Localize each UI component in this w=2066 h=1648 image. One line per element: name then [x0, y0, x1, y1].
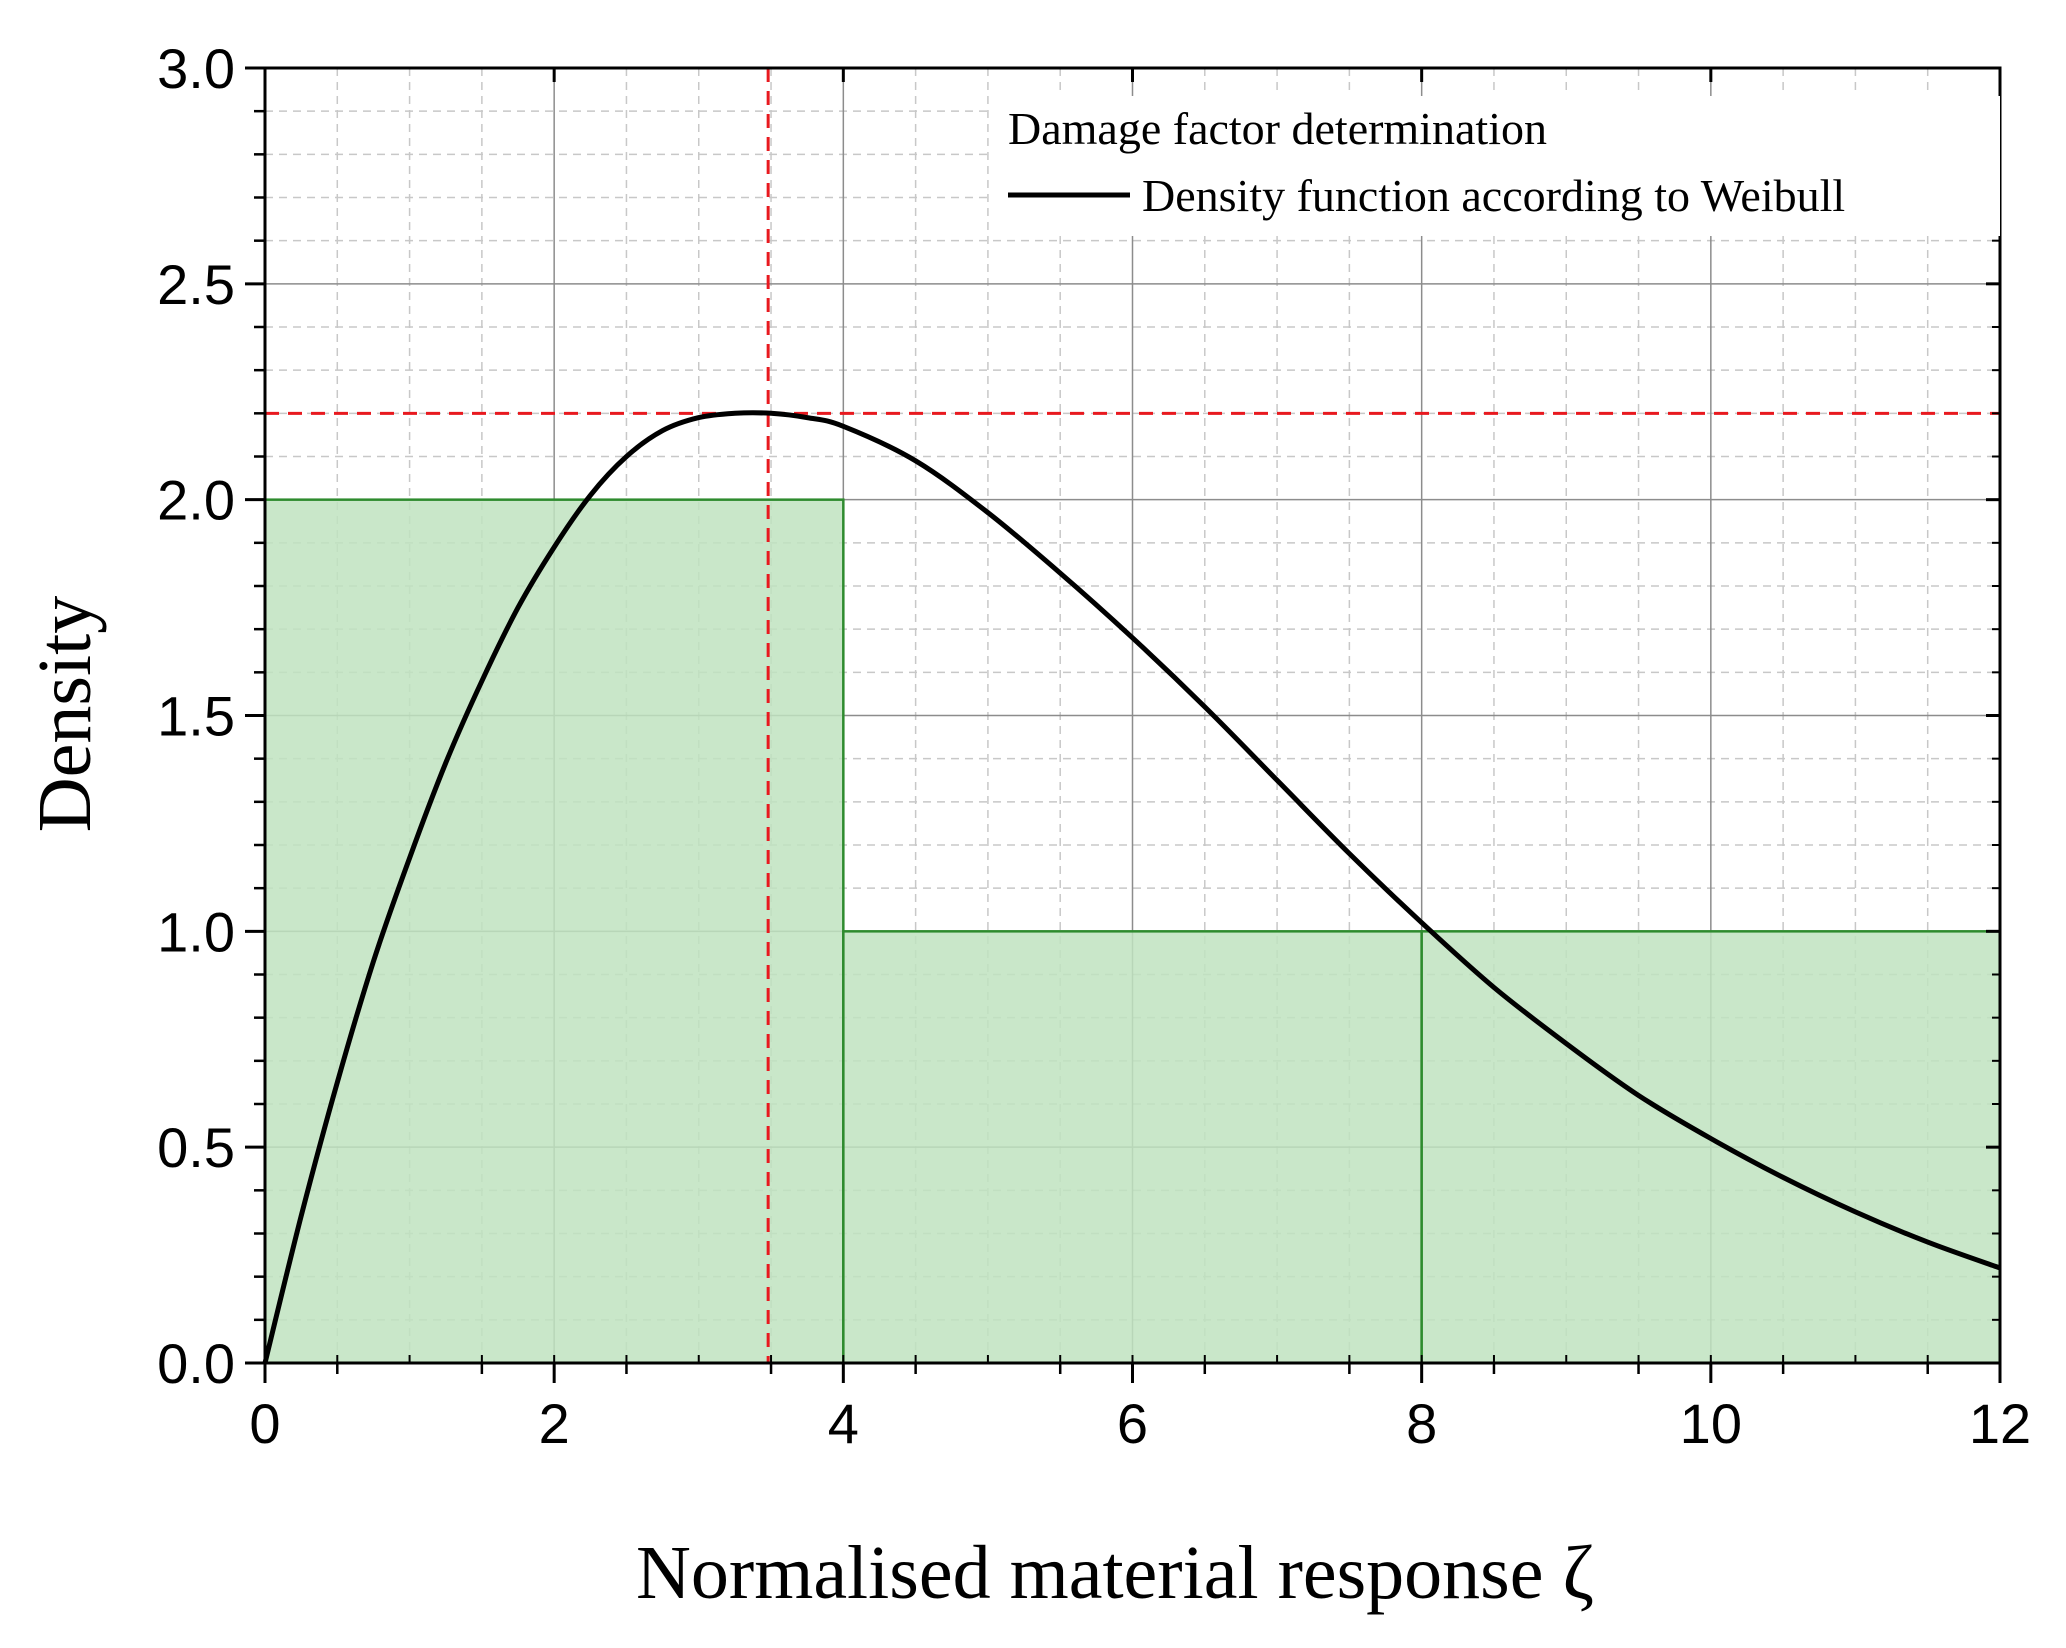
legend-title: Damage factor determination: [1008, 103, 1547, 154]
histogram-bar-1: [263, 498, 845, 1365]
x-tick-label: 10: [1680, 1392, 1742, 1455]
density-curve-group: [262, 410, 2001, 1364]
x-tick-label: 0: [249, 1392, 280, 1455]
axis-ticks: [245, 66, 2002, 1383]
y-tick-label: 2.0: [157, 469, 235, 532]
histogram-bar-3: [1420, 930, 2002, 1365]
y-tick-label: 2.5: [157, 253, 235, 316]
histogram-bar-2: [842, 930, 1423, 1365]
legend-background: [990, 96, 2000, 236]
x-tick-label: 8: [1406, 1392, 1437, 1455]
x-tick-label: 2: [539, 1392, 570, 1455]
y-tick-label: 0.0: [157, 1332, 235, 1395]
y-tick-label: 3.0: [157, 37, 235, 100]
x-tick-labels: 0 2 4 6 8 10 12: [249, 1392, 2031, 1455]
x-tick-label: 4: [828, 1392, 859, 1455]
reference-lines: [265, 68, 2000, 1363]
legend-entry-weibull: Density function according to Weibull: [1142, 170, 1845, 221]
y-axis-title: Density: [23, 596, 107, 832]
y-tick-label: 0.5: [157, 1116, 235, 1179]
legend: Damage factor determination Density func…: [990, 96, 2000, 236]
y-tick-label: 1.0: [157, 900, 235, 963]
histogram-bars: [263, 498, 2002, 1365]
weibull-density-curve: [262, 410, 2001, 1364]
y-tick-label: 1.5: [157, 685, 235, 748]
y-tick-labels: 0.0 0.5 1.0 1.5 2.0 2.5 3.0: [157, 37, 235, 1395]
x-axis-title: Normalised material response ζ: [636, 1531, 1594, 1615]
x-tick-label: 12: [1969, 1392, 2031, 1455]
x-tick-label: 6: [1117, 1392, 1148, 1455]
